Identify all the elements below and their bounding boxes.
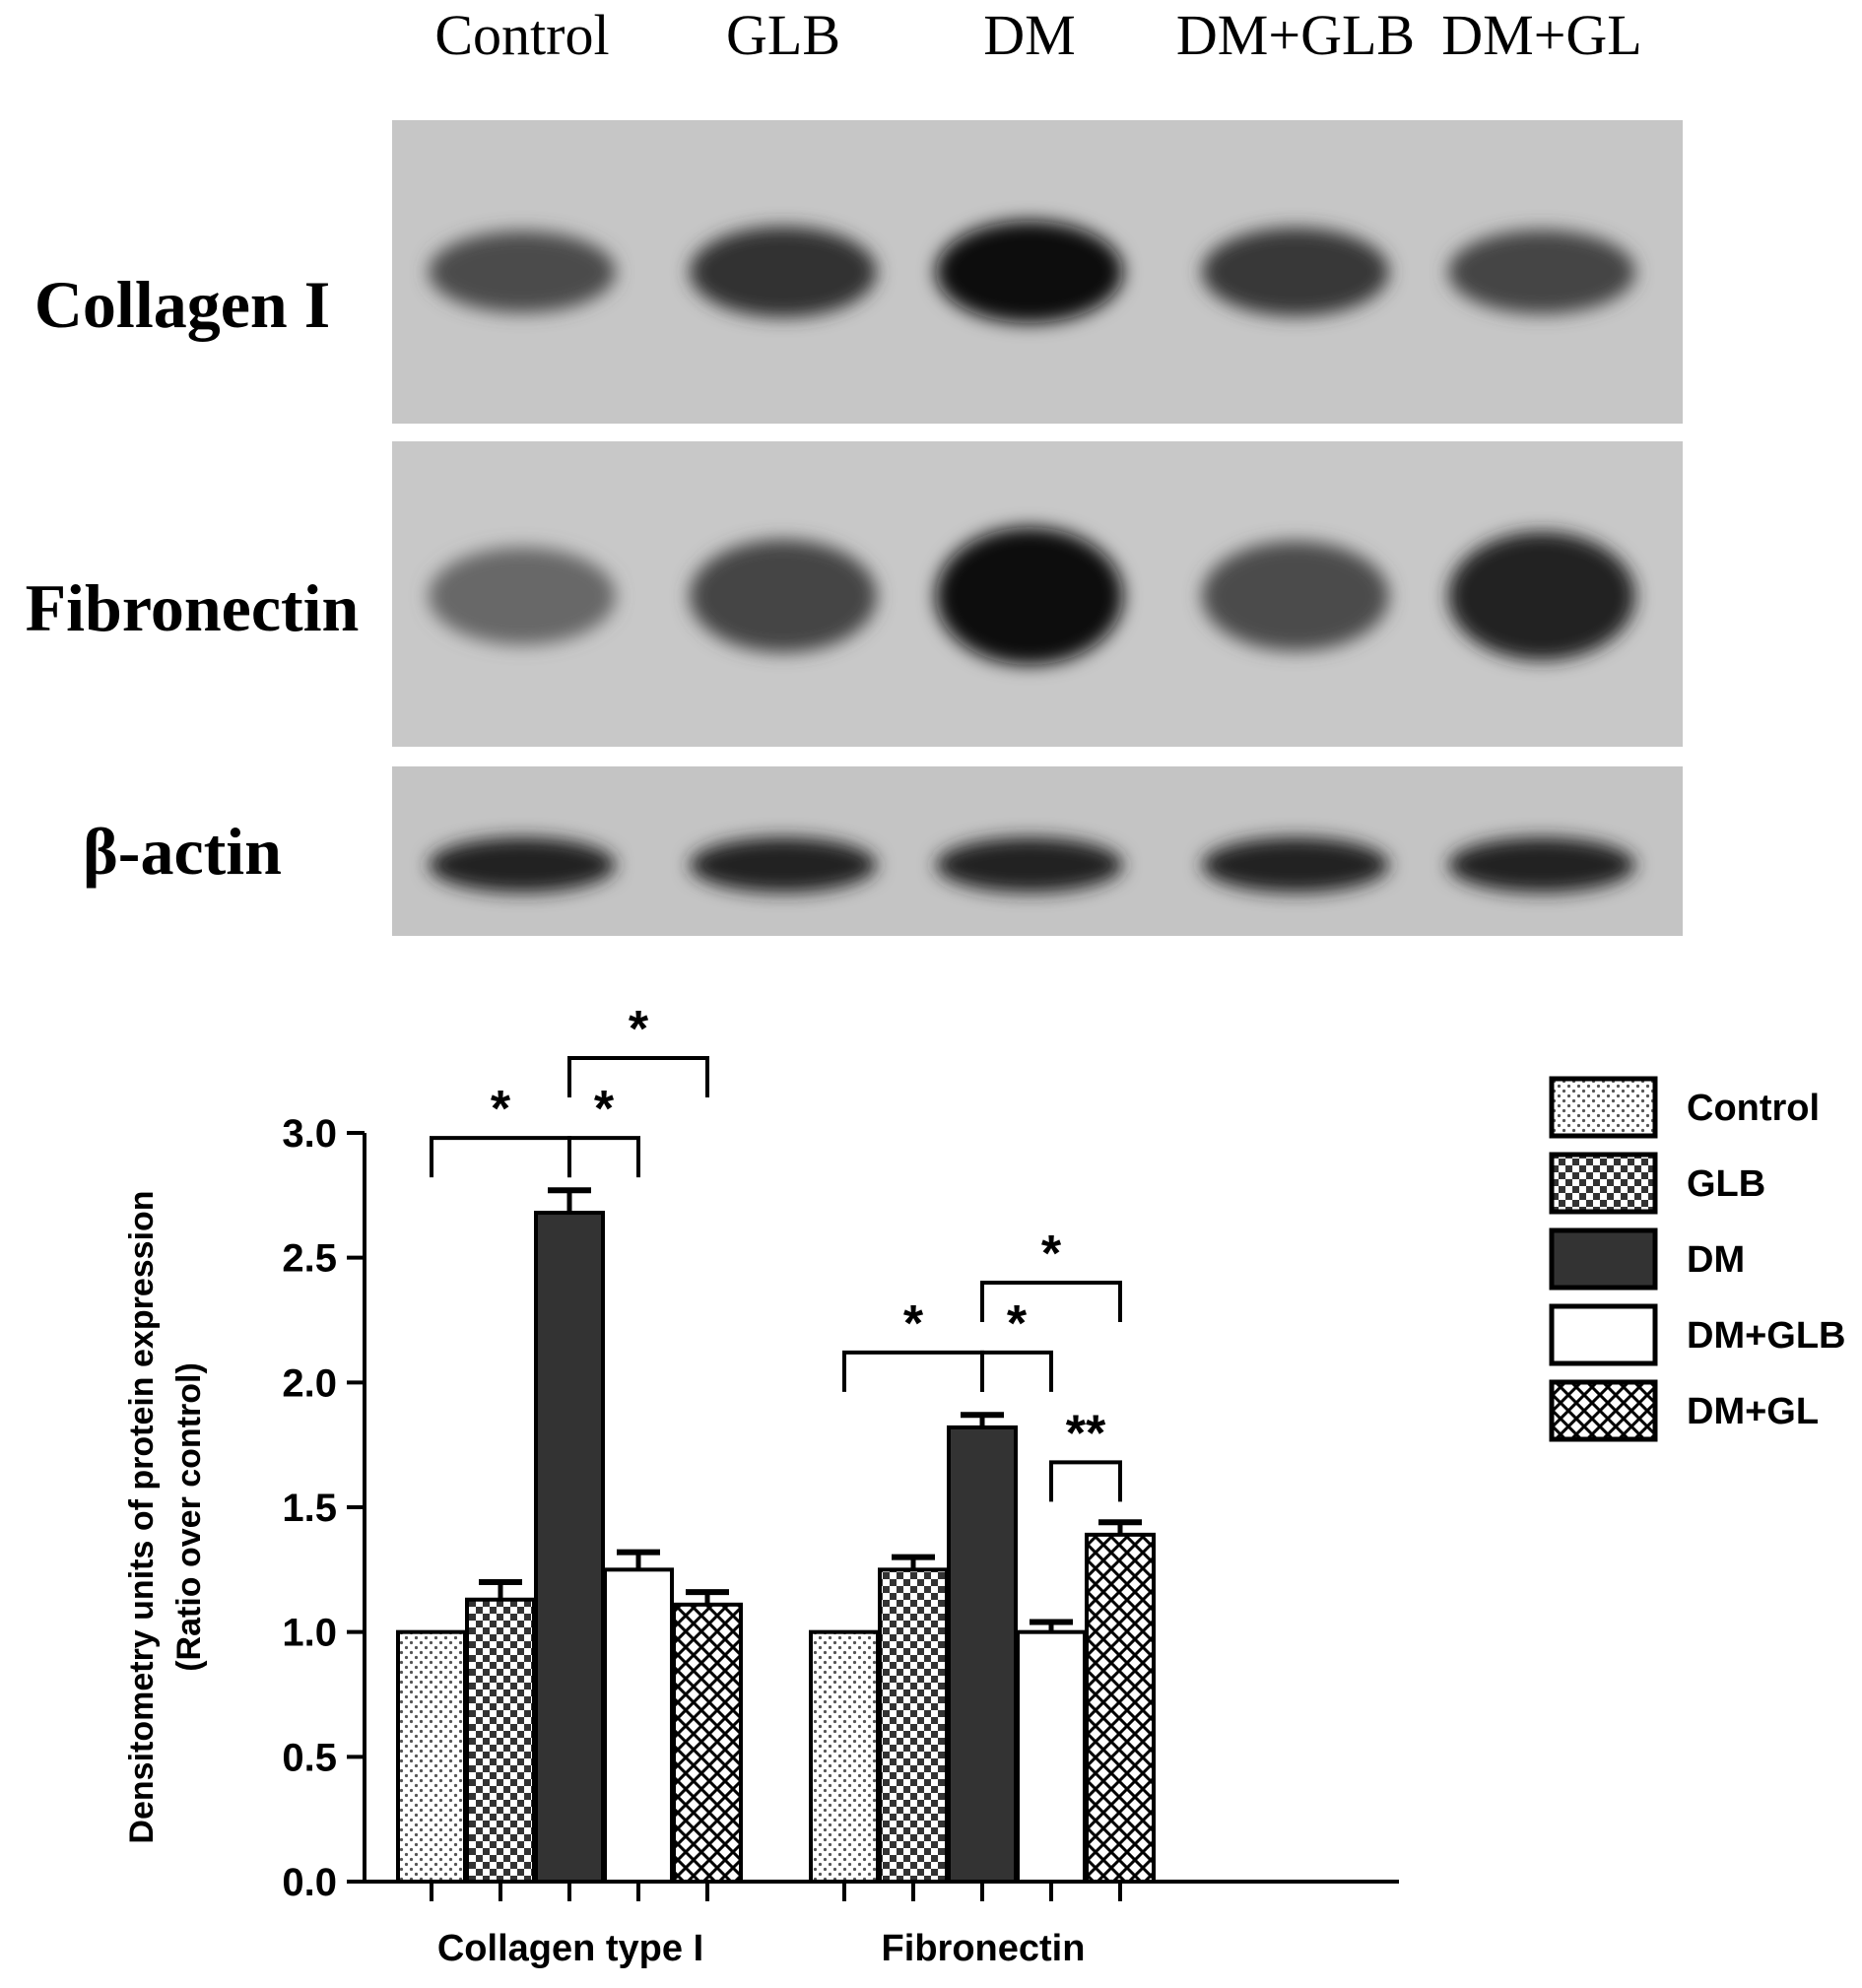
band-dm bbox=[936, 527, 1123, 665]
y-tick-label: 1.0 bbox=[282, 1612, 337, 1655]
legend-label: DM bbox=[1687, 1239, 1745, 1281]
y-tick-label: 3.0 bbox=[282, 1112, 337, 1156]
lane-label-control: Control bbox=[434, 3, 609, 67]
x-axis bbox=[365, 1880, 1399, 1901]
y-tick-label: 0.5 bbox=[282, 1736, 337, 1779]
y-axis-label-line1: Densitometry units of protein expression bbox=[123, 1190, 161, 1843]
significance-label: * bbox=[1041, 1226, 1062, 1283]
significance-bracket: ** bbox=[1049, 1405, 1122, 1502]
bar-glb-0 bbox=[465, 1597, 536, 1884]
band-glb bbox=[690, 539, 877, 653]
bar-dm-glb-1 bbox=[1016, 1629, 1087, 1884]
row-label-actin: β-actin bbox=[83, 814, 282, 889]
significance-bracket: * bbox=[567, 1001, 709, 1097]
legend-label: GLB bbox=[1687, 1163, 1765, 1205]
bar-control-1 bbox=[809, 1629, 880, 1884]
band-dm-glb bbox=[1202, 541, 1389, 651]
error-bar bbox=[1098, 1519, 1142, 1535]
y-axis: 0.0 0.5 1.0 1.5 2.0 2.5 3.0 bbox=[282, 1112, 366, 1904]
significance-label: * bbox=[594, 1081, 615, 1138]
band-control bbox=[429, 837, 616, 893]
bar-dm-glb-0 bbox=[603, 1567, 674, 1885]
lane-label-dm: DM bbox=[983, 3, 1075, 67]
y-axis-label: Densitometry units of protein expression… bbox=[123, 1190, 208, 1843]
lane-label-glb: GLB bbox=[726, 3, 840, 67]
significance-bracket: * bbox=[567, 1081, 640, 1178]
band-dm bbox=[936, 837, 1123, 893]
y-axis-label-line2: (Ratio over control) bbox=[170, 1362, 208, 1672]
lane-labels: Control GLB DM DM+GLB DM+GL bbox=[434, 3, 1641, 67]
error-bar bbox=[961, 1412, 1004, 1427]
bands-fibronectin bbox=[429, 527, 1635, 665]
bar-dm-0 bbox=[534, 1211, 605, 1884]
significance-label: * bbox=[629, 1001, 649, 1058]
significance-bracket: * bbox=[842, 1295, 984, 1392]
bands-actin bbox=[429, 837, 1635, 893]
error-bar bbox=[686, 1589, 729, 1605]
significance-bracket: * bbox=[980, 1295, 1053, 1392]
legend-swatch bbox=[1549, 1303, 1658, 1366]
band-control bbox=[429, 547, 616, 645]
bar-dm-1 bbox=[947, 1425, 1018, 1885]
error-bar bbox=[892, 1554, 935, 1570]
significance-bracket: * bbox=[430, 1081, 571, 1178]
y-tick-label: 1.5 bbox=[282, 1487, 337, 1530]
y-tick-label: 2.5 bbox=[282, 1237, 337, 1281]
y-tick-label: 2.0 bbox=[282, 1361, 337, 1405]
bands-collagen bbox=[429, 221, 1635, 323]
band-dm-gl bbox=[1448, 837, 1635, 893]
legend-swatch bbox=[1549, 1227, 1658, 1291]
band-dm bbox=[936, 221, 1123, 323]
significance-brackets: * *** **** bbox=[430, 1001, 1122, 1502]
band-control bbox=[429, 231, 616, 313]
error-bar bbox=[617, 1549, 660, 1570]
band-dm-gl bbox=[1448, 230, 1635, 314]
bar-glb-1 bbox=[878, 1567, 949, 1885]
row-label-collagen: Collagen I bbox=[34, 267, 330, 342]
western-blot: Control GLB DM DM+GLB DM+GL Collagen I F… bbox=[26, 3, 1683, 936]
significance-label: * bbox=[491, 1081, 511, 1138]
legend-label: DM+GLB bbox=[1687, 1315, 1846, 1357]
error-bar bbox=[1030, 1619, 1073, 1632]
band-dm-gl bbox=[1448, 531, 1635, 661]
band-glb bbox=[690, 837, 877, 893]
error-bar bbox=[479, 1579, 522, 1600]
category-label: Collagen type I bbox=[437, 1928, 703, 1969]
bars bbox=[396, 1211, 1156, 1885]
category-label: Fibronectin bbox=[882, 1928, 1086, 1969]
legend-swatch bbox=[1549, 1152, 1658, 1215]
error-bars bbox=[479, 1187, 1142, 1632]
significance-bracket: * bbox=[980, 1226, 1122, 1322]
row-label-fibronectin: Fibronectin bbox=[26, 570, 360, 645]
lane-label-dm-gl: DM+GL bbox=[1441, 3, 1641, 67]
category-labels: Collagen type I Fibronectin bbox=[437, 1928, 1086, 1969]
significance-label: ** bbox=[1066, 1405, 1106, 1462]
significance-label: * bbox=[903, 1295, 924, 1353]
bar-chart: Densitometry units of protein expression… bbox=[123, 1001, 1846, 1969]
legend-label: Control bbox=[1687, 1088, 1820, 1129]
band-dm-glb bbox=[1202, 228, 1389, 316]
bar-dm-gl-1 bbox=[1085, 1532, 1156, 1885]
bar-control-0 bbox=[396, 1629, 467, 1884]
legend-label: DM+GL bbox=[1687, 1391, 1819, 1432]
band-glb bbox=[690, 226, 877, 318]
error-bar bbox=[548, 1187, 591, 1214]
legend: Control GLB DM DM+GLB DM+GL bbox=[1549, 1076, 1846, 1442]
band-dm-glb bbox=[1202, 837, 1389, 893]
bar-dm-gl-0 bbox=[672, 1602, 743, 1885]
significance-label: * bbox=[1007, 1295, 1028, 1353]
legend-swatch bbox=[1549, 1076, 1658, 1139]
legend-swatch bbox=[1549, 1379, 1658, 1442]
y-tick-label: 0.0 bbox=[282, 1861, 337, 1904]
lane-label-dm-glb: DM+GLB bbox=[1176, 3, 1415, 67]
